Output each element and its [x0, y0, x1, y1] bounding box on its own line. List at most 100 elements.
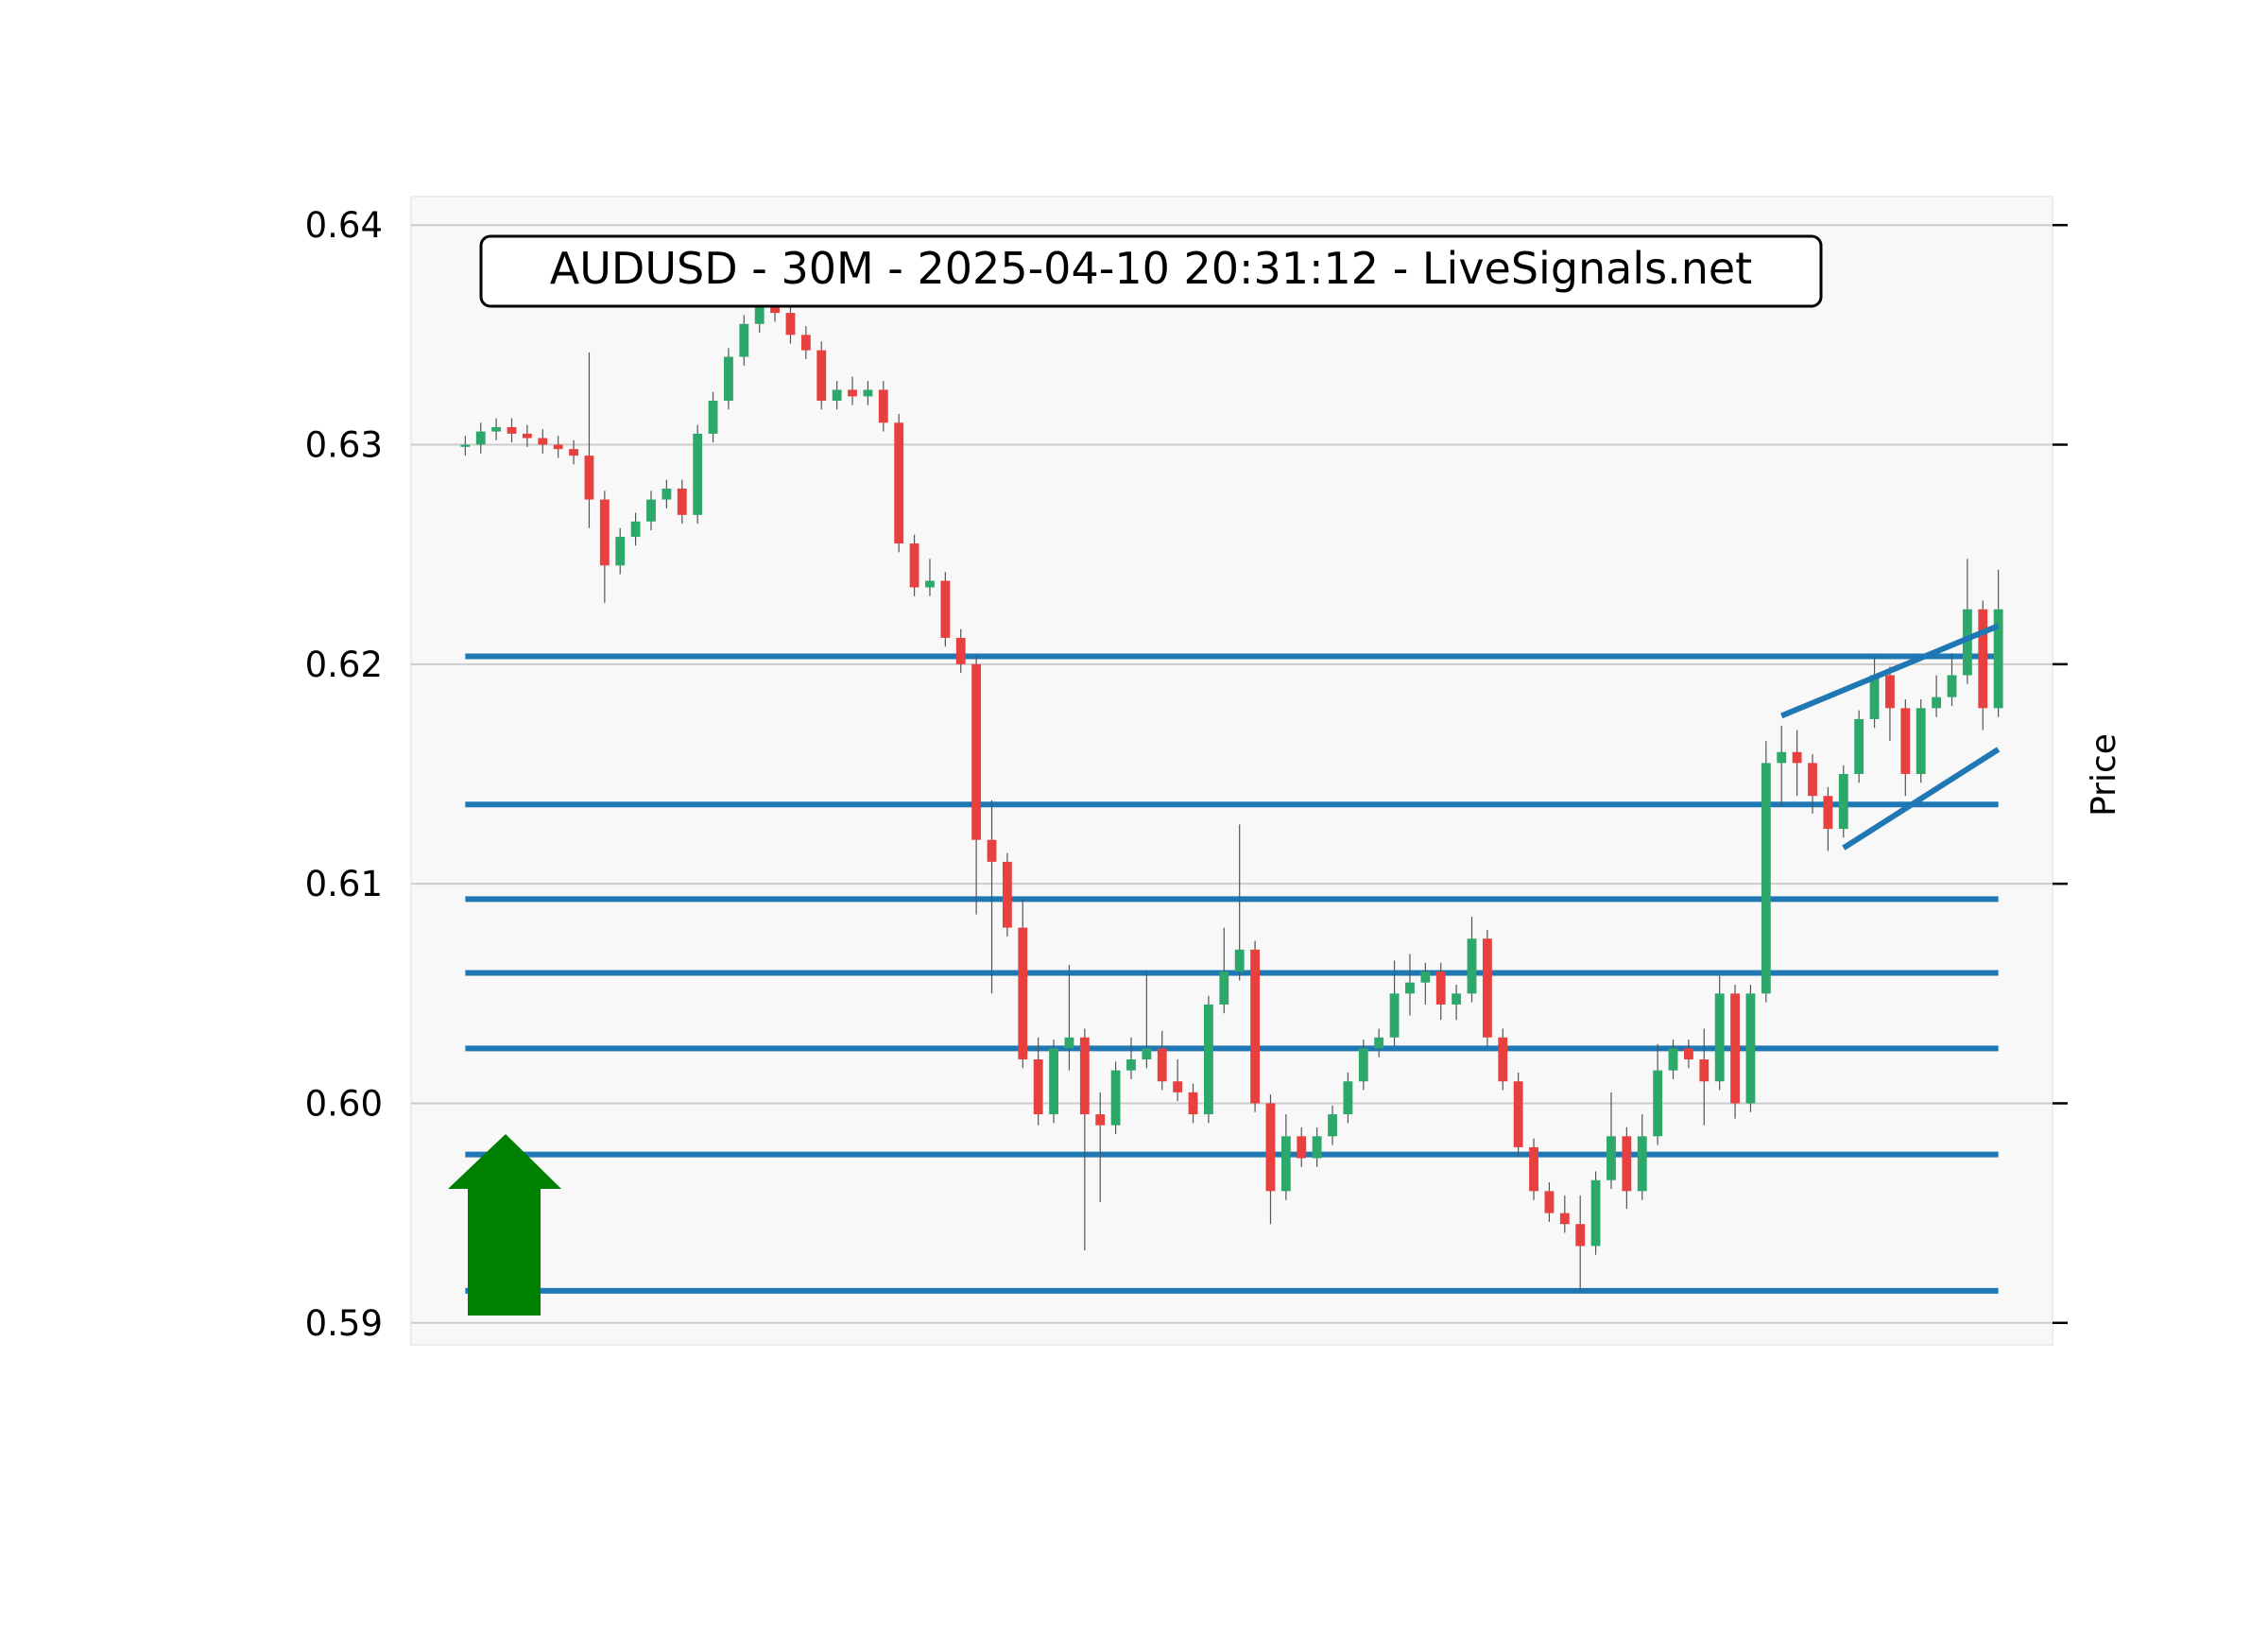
candle-body — [955, 637, 966, 664]
candle-body — [940, 580, 951, 638]
candle-body — [848, 389, 857, 397]
candle-body — [507, 426, 517, 434]
candle-body — [971, 663, 982, 840]
candle-body — [1559, 1213, 1570, 1225]
candle-body — [1498, 1037, 1508, 1082]
candle-body — [569, 449, 578, 456]
candle-body — [460, 444, 471, 447]
candle-body — [1064, 1037, 1074, 1049]
candle-body — [1513, 1081, 1523, 1147]
levels — [465, 653, 1999, 1294]
candle-body — [1389, 993, 1400, 1038]
candle-body — [1173, 1081, 1183, 1092]
candle-body — [1358, 1048, 1368, 1082]
candle-body — [475, 431, 486, 445]
candle-body — [909, 543, 919, 588]
candle-body — [1188, 1092, 1198, 1115]
candle-body — [1018, 927, 1028, 1059]
candle-body — [1002, 861, 1012, 928]
candle-body — [1049, 1048, 1058, 1115]
candle-body — [1095, 1114, 1106, 1126]
candle-body — [1869, 675, 1880, 719]
y-tick-label: 0.60 — [305, 1083, 383, 1124]
candle-body — [1792, 751, 1802, 764]
candle-body — [1683, 1048, 1693, 1059]
candle-body — [1590, 1179, 1601, 1247]
candle-body — [491, 426, 502, 432]
candle-body — [1374, 1037, 1384, 1049]
y-tick-label: 0.61 — [305, 864, 383, 904]
candle-body — [1452, 993, 1462, 1005]
candle-body — [1653, 1070, 1663, 1137]
candle-body — [615, 537, 626, 566]
candle-body — [785, 313, 796, 335]
candle-body — [832, 389, 842, 402]
candle-body — [1714, 993, 1725, 1082]
candle-body — [925, 580, 935, 588]
trendline — [1842, 747, 2001, 851]
candle-body — [1219, 972, 1229, 1005]
trendlines — [1780, 623, 2001, 851]
candle-body — [1435, 972, 1446, 1005]
candle-body — [1142, 1048, 1152, 1059]
candle-body — [987, 839, 997, 862]
title-box — [479, 234, 1823, 308]
y-axis: 0.59 0.60 0.61 0.62 0.63 0.64 — [305, 205, 2068, 1344]
candle-body — [1745, 993, 1756, 1104]
candle-body — [1033, 1058, 1043, 1115]
y-tick-label: 0.64 — [305, 205, 383, 246]
candle-body — [1947, 675, 1957, 697]
candle-body — [816, 350, 827, 402]
candle-body — [677, 488, 687, 515]
candle-body — [1234, 949, 1245, 972]
grid — [411, 224, 2053, 1324]
candle-body — [584, 456, 594, 500]
candle-body — [800, 335, 811, 351]
candle-body — [662, 488, 672, 500]
candle-body — [1637, 1136, 1647, 1192]
candle-body — [1668, 1048, 1678, 1071]
candle-body — [878, 389, 888, 423]
candle-body — [1280, 1136, 1291, 1192]
candle-body — [1110, 1070, 1121, 1126]
candle-body — [1529, 1146, 1538, 1192]
y-tick-label: 0.63 — [305, 425, 383, 466]
candle-body — [739, 323, 749, 357]
chart-title: AUDUSD - 30M - 2025-04-10 20:31:12 - Liv… — [550, 243, 1752, 294]
candle-body — [1312, 1136, 1322, 1159]
candle-body — [1250, 949, 1260, 1104]
candle-body — [1962, 609, 1972, 676]
candle-body — [1808, 763, 1817, 797]
candle-body — [1854, 718, 1864, 774]
candle-body — [1157, 1048, 1167, 1082]
candle-body — [1420, 972, 1431, 983]
candle-body — [1761, 763, 1771, 994]
candle-body — [724, 356, 733, 402]
candle-body — [522, 433, 532, 439]
y-tick-label: 0.59 — [305, 1303, 383, 1344]
candle-body — [1343, 1081, 1353, 1115]
candle-body — [1900, 708, 1911, 774]
candle-body — [1993, 609, 2003, 709]
candle-body — [1482, 938, 1492, 1038]
candle-body — [630, 521, 641, 538]
candle-body — [1916, 708, 1926, 774]
candle-body — [1885, 675, 1895, 709]
candle-body — [1204, 1004, 1213, 1115]
candle-body — [894, 422, 904, 544]
candle-body — [1699, 1058, 1710, 1082]
candle-body — [1467, 938, 1477, 994]
candle-body — [1823, 796, 1833, 830]
candle-body — [1575, 1224, 1586, 1247]
candles — [460, 293, 2003, 1290]
candle-body — [538, 438, 548, 445]
candle-body — [1838, 773, 1848, 830]
candle-body — [1126, 1058, 1136, 1071]
candle-body — [646, 499, 656, 522]
plot-area — [410, 196, 2053, 1346]
candle-body — [1730, 993, 1740, 1104]
candle-body — [693, 433, 703, 515]
y-tick-label: 0.62 — [305, 645, 383, 685]
candle-body — [708, 401, 718, 434]
